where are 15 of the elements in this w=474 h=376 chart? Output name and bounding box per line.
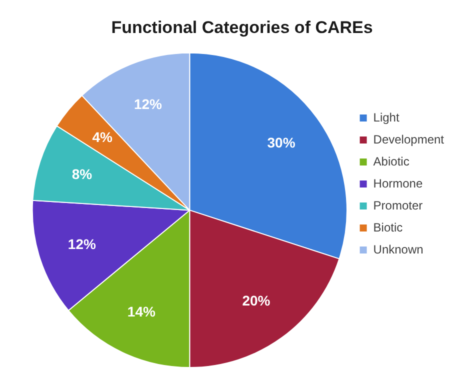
legend-label: Unknown bbox=[373, 242, 424, 256]
legend-label: Promoter bbox=[373, 198, 423, 212]
legend-label: Light bbox=[373, 110, 400, 124]
data-label: 14% bbox=[127, 304, 156, 320]
chart-title: Functional Categories of CAREs bbox=[111, 18, 373, 37]
legend-label: Development bbox=[373, 132, 445, 146]
data-label: 4% bbox=[92, 128, 114, 145]
legend-label: Hormone bbox=[373, 176, 423, 190]
data-label: 12% bbox=[68, 236, 96, 252]
data-label: 8% bbox=[72, 166, 93, 182]
legend-label: Biotic bbox=[373, 220, 403, 234]
data-label: 12% bbox=[134, 96, 163, 112]
data-label: 30% bbox=[267, 134, 296, 150]
data-label: 20% bbox=[242, 292, 271, 309]
legend-label: Abiotic bbox=[373, 154, 410, 168]
